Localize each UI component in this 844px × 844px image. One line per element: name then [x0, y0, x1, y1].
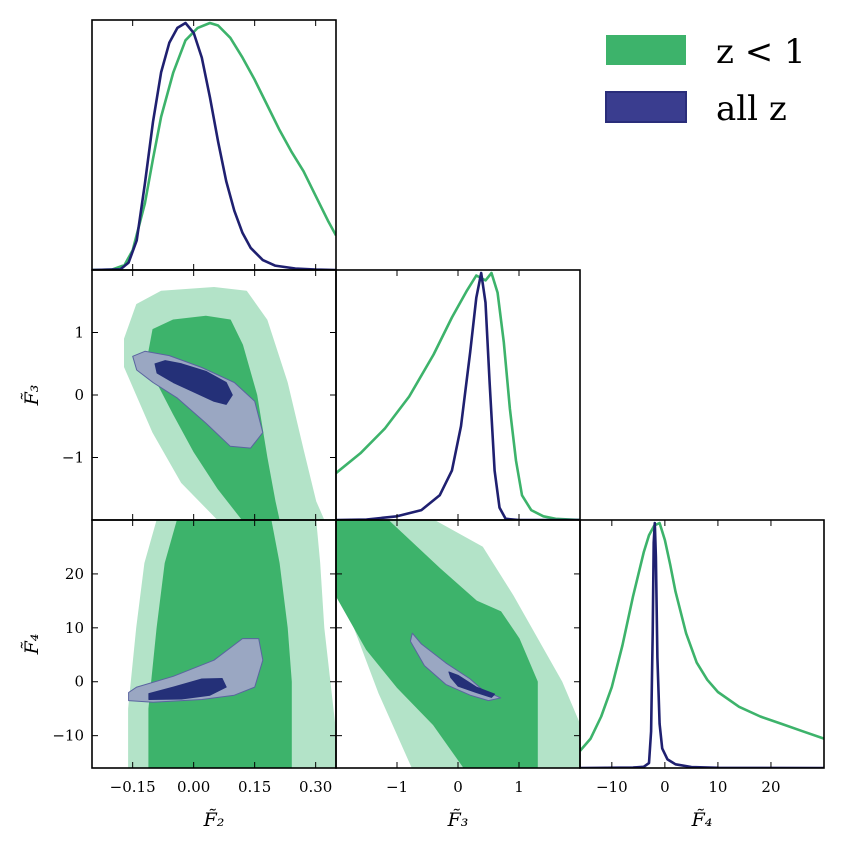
y-tick-label-f4-0: 20 [65, 565, 84, 583]
y-tick-label-f4-1: 10 [65, 619, 84, 637]
x-tick-label-f4-1: 0 [660, 778, 670, 796]
y-axis-label-f4: F̃₄ [21, 634, 43, 656]
panel-frame-0-0 [91, 19, 337, 271]
marginal-f3-navy-line [336, 271, 580, 520]
y-tick-label-f4-2: 0 [74, 673, 84, 691]
legend-swatch-navy [605, 91, 687, 123]
contour-panel-f3-f4 [336, 520, 580, 768]
contour-panel-f2-f3 [124, 287, 325, 520]
x-tick-label-f2-3: 0.30 [299, 778, 332, 796]
contour-f2-f4-navy-inner [148, 678, 227, 700]
x-tick-label-f2-1: 0.00 [177, 778, 210, 796]
contour-f3-f4-navy-inner [448, 671, 496, 698]
marginal-panel-f2 [92, 21, 336, 270]
x-tick-label-f4-3: 20 [761, 778, 780, 796]
x-tick-label-f3-0: −1 [386, 778, 408, 796]
marginal-panel-f4 [580, 521, 824, 768]
y-tick-label-f3-1: 0 [74, 386, 84, 404]
marginal-f4-green-line [580, 521, 824, 752]
x-tick-label-f4-2: 10 [708, 778, 727, 796]
legend-label-navy: all z [716, 89, 787, 129]
legend: z < 1 all z [605, 32, 806, 129]
x-axis-label-f3: F̃₃ [447, 809, 469, 831]
x-tick-label-f4-0: −10 [596, 778, 628, 796]
legend-label-green: z < 1 [716, 32, 806, 72]
x-tick-label-f2-0: −0.15 [110, 778, 156, 796]
y-tick-label-f4-3: −10 [52, 727, 84, 745]
contour-f2-f4-navy-outer [128, 638, 264, 703]
contour-panel-f2-f4 [128, 520, 336, 768]
legend-swatch-green [606, 35, 686, 65]
x-tick-label-f3-1: 0 [453, 778, 463, 796]
marginal-f3-green-line [336, 271, 580, 520]
contour-f3-f4-green-inner [336, 520, 538, 768]
x-axis-label-f2: F̃₂ [203, 809, 225, 831]
contour-f2-f4-green-inner [148, 520, 292, 768]
y-tick-label-f3-0: 1 [74, 324, 84, 342]
marginal-f2-navy-line [92, 21, 336, 270]
marginal-f2-green-line [92, 21, 336, 270]
x-tick-label-f3-2: 1 [514, 778, 524, 796]
y-axis-label-f3: F̃₃ [21, 385, 43, 407]
contour-f2-f3-navy-inner [154, 360, 233, 405]
y-tick-label-f3-2: −1 [62, 449, 84, 467]
marginal-panel-f3 [336, 271, 580, 520]
panel-frame-2-2 [579, 519, 825, 769]
x-tick-label-f2-2: 0.15 [238, 778, 271, 796]
contour-f3-f4-navy-outer [409, 632, 502, 702]
x-axis-label-f4: F̃₄ [691, 809, 713, 831]
marginal-f4-navy-line [580, 521, 824, 768]
